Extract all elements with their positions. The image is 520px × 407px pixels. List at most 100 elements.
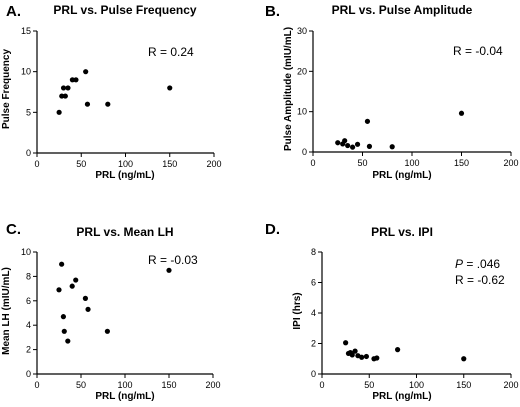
panel-a-data-point: [105, 101, 111, 107]
panel-b-data-point: [458, 110, 465, 116]
panel-c-data-point: [69, 283, 75, 289]
panel-a-y-tick-label: 10: [21, 67, 31, 77]
panel-a-y-tick-label: 15: [21, 26, 31, 36]
panel-c-y-tick-label: 0: [26, 369, 31, 379]
panel-a-data-point: [84, 101, 91, 107]
panel-d-letter: D.: [265, 221, 280, 238]
panel-a-data-point: [62, 93, 68, 99]
panel-b-x-axis-label: PRL (ng/mL): [372, 170, 431, 181]
panel-c-y-tick-label: 4: [26, 320, 31, 330]
panel-c-y-tick-label: 8: [26, 271, 31, 281]
panel-d-p-value: P = .046: [455, 257, 500, 271]
panel-c-data-point: [56, 287, 62, 293]
panel-b-y-tick-label: 20: [297, 66, 307, 76]
panel-c-data-point: [60, 314, 66, 320]
panel-d-data-point: [461, 356, 467, 362]
panel-b-x-tick-label: 100: [404, 158, 419, 168]
panel-c-data-point: [65, 338, 71, 344]
panel-d-data-point: [359, 354, 365, 360]
panel-b-y-tick-label: 0: [302, 147, 307, 157]
panel-d-x-tick-label: 100: [409, 380, 424, 390]
panel-d-correlation: R = -0.62: [455, 273, 505, 287]
panel-c-y-tick-label: 6: [26, 296, 31, 306]
panel-c-x-axis-label: PRL (ng/mL): [95, 391, 154, 402]
panel-b-y-tick-label: 30: [297, 26, 307, 36]
panel-a-x-tick-label: 100: [118, 159, 133, 169]
panel-a-data-point: [73, 77, 79, 83]
panel-c-data-point: [61, 328, 67, 334]
panel-b-data-point: [345, 142, 351, 149]
panel-d-y-axis-label: IPI (hrs): [292, 292, 303, 329]
panel-a-title: PRL vs. Pulse Frequency: [53, 3, 196, 17]
panel-d-data-point: [349, 352, 355, 358]
panel-c-letter: C.: [6, 221, 21, 238]
panel-c-x-tick-label: 50: [76, 380, 86, 390]
panel-a-x-tick-label: 50: [76, 159, 86, 169]
panel-a-letter: A.: [6, 3, 21, 20]
panel-d-y-tick-label: 4: [311, 308, 316, 318]
panel-b-y-axis-label: Pulse Amplitude (mIU/mL): [283, 27, 294, 151]
panel-c: C. PRL vs. Mean LH 0 50 100 150 200 0 2 4 6 8 10 P…: [1, 221, 221, 402]
panel-c-x-tick-label: 150: [161, 380, 176, 390]
panel-c-y-tick-label: 2: [26, 345, 31, 355]
panel-a-x-tick-label: 200: [206, 159, 221, 169]
panel-b-x-tick-label: 150: [454, 158, 469, 168]
panel-a: A. PRL vs. Pulse Frequency 0 50 100 150 2000…: [1, 3, 222, 181]
panel-a-y-tick-label: 5: [26, 107, 31, 117]
panel-d-x-tick-label: 50: [364, 380, 374, 390]
panel-c-correlation: R = -0.03: [148, 253, 198, 267]
panel-b-title: PRL vs. Pulse Amplitude: [332, 3, 473, 17]
panel-d: D. PRL vs. IPI 0 50 100 150 200 0 2 4 6 8 PRL (ng…: [265, 221, 519, 402]
panel-d-data-point: [395, 347, 401, 353]
panel-c-y-axis-label: Mean LH (mIU/mL): [1, 267, 12, 355]
panel-b-data-point: [335, 140, 341, 146]
panel-b: B. PRL vs. Pulse Amplitude 0 50 100 150 2000…: [265, 3, 519, 181]
panel-b-x-tick-label: 0: [310, 158, 315, 168]
panel-c-data-point: [85, 306, 91, 312]
panel-c-data-point: [166, 267, 172, 273]
panel-c-axes: 0 50 100 150 200 0 2 4 6 8 10: [21, 247, 221, 390]
panel-d-x-tick-label: 150: [456, 380, 471, 390]
panel-d-data-point: [363, 353, 370, 360]
panel-d-data-point: [343, 340, 349, 346]
panel-b-y-tick-label: 10: [297, 107, 307, 117]
panel-d-x-tick-label: 200: [503, 380, 518, 390]
panel-a-y-axis-label: Pulse Frequency: [1, 49, 12, 129]
panel-d-data-point: [374, 355, 380, 361]
panel-d-x-axis-label: PRL (ng/mL): [372, 391, 431, 402]
panel-c-data-point: [104, 328, 110, 334]
panel-a-x-axis-label: PRL (ng/mL): [95, 170, 154, 181]
panel-a-data-point: [60, 85, 67, 91]
panel-b-data-point: [366, 143, 373, 149]
panel-d-title: PRL vs. IPI: [371, 225, 433, 239]
panel-d-y-tick-label: 8: [311, 247, 316, 257]
panel-d-axes: 0 50 100 150 200 0 2 4 6 8: [311, 247, 519, 390]
panel-b-data-point: [389, 144, 395, 150]
panel-b-letter: B.: [265, 3, 280, 20]
panel-a-data-point: [83, 69, 89, 75]
panel-c-x-tick-label: 200: [205, 380, 220, 390]
panel-b-x-tick-label: 50: [357, 158, 367, 168]
panel-b-axes: 0 50 100 150 200 0 10 20 30: [297, 26, 519, 168]
panel-c-y-tick-label: 10: [21, 247, 31, 257]
panel-d-data-point: [352, 348, 358, 354]
panel-a-y-tick-label: 0: [26, 148, 31, 158]
panel-b-data-point: [342, 138, 348, 144]
panel-b-data-point: [350, 144, 356, 150]
panel-a-data-point: [65, 85, 71, 91]
panel-b-data-point: [354, 141, 361, 147]
panel-d-y-tick-label: 2: [311, 339, 316, 349]
panel-c-x-tick-label: 0: [34, 380, 39, 390]
panel-d-y-tick-label: 6: [311, 278, 316, 288]
panel-c-title: PRL vs. Mean LH: [76, 225, 173, 239]
panel-b-data-point: [364, 118, 371, 124]
panel-a-data-point: [167, 85, 173, 91]
panel-c-data-point: [59, 261, 65, 267]
panel-c-data-point: [73, 277, 79, 283]
panel-a-data-point: [56, 109, 62, 115]
panel-a-axes: 0 50 100 150 200 0 5 10 15: [21, 26, 222, 169]
panel-c-x-tick-label: 100: [117, 380, 132, 390]
panel-c-data-point: [82, 295, 88, 301]
panel-b-x-tick-label: 200: [503, 158, 518, 168]
